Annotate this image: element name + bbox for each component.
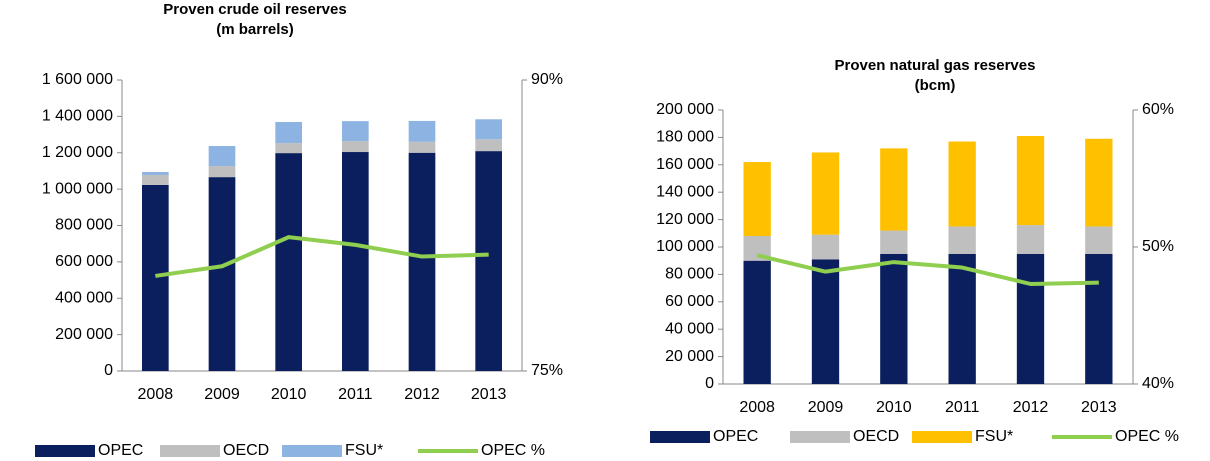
x-tick-label: 2013 — [1081, 399, 1117, 416]
bar — [811, 234, 840, 260]
bar — [475, 151, 502, 371]
chart-subtitle: (m barrels) — [216, 21, 294, 38]
bar — [1016, 225, 1045, 254]
bar — [408, 141, 436, 153]
x-tick-label: 2012 — [1013, 399, 1049, 416]
y-tick-label: 80 000 — [665, 266, 714, 283]
bar — [880, 253, 908, 384]
x-tick-label: 2008 — [138, 386, 174, 403]
legend-swatch — [790, 431, 850, 443]
y-tick-label: 1 600 000 — [42, 71, 113, 88]
bar — [275, 143, 302, 154]
bar — [208, 177, 236, 371]
chart-title: Proven crude oil reserves — [163, 1, 346, 18]
legend-label: OECD — [223, 442, 269, 459]
x-tick-label: 2011 — [945, 399, 980, 416]
chart-title: Proven natural gas reserves — [835, 57, 1036, 74]
bar — [1085, 253, 1113, 384]
legend-label: OPEC % — [481, 442, 545, 459]
bar — [743, 260, 771, 384]
legend-label: FSU* — [345, 442, 383, 459]
y-tick-label: 40 000 — [665, 320, 714, 337]
x-tick-label: 2012 — [404, 386, 440, 403]
y-tick-label: 400 000 — [55, 289, 113, 306]
bar — [408, 120, 436, 142]
x-tick-label: 2009 — [204, 386, 240, 403]
bar — [948, 253, 976, 384]
bar — [208, 146, 236, 167]
bar — [342, 152, 369, 371]
bar — [342, 121, 369, 142]
bar — [142, 172, 169, 175]
bar — [475, 139, 502, 152]
x-tick-label: 2010 — [876, 399, 912, 416]
y-tick-label: 1 200 000 — [42, 144, 113, 161]
bar — [142, 184, 169, 371]
legend-swatch — [912, 431, 972, 443]
legend-label: FSU* — [975, 428, 1013, 445]
y2-tick-label: 90% — [531, 71, 563, 88]
bar — [811, 152, 840, 235]
legend-label: OPEC — [98, 442, 143, 459]
legend-swatch — [650, 431, 710, 443]
y-tick-label: 200 000 — [656, 101, 714, 118]
bar — [408, 152, 436, 371]
x-tick-label: 2011 — [338, 386, 373, 403]
y-tick-label: 800 000 — [55, 217, 113, 234]
bar — [1016, 253, 1045, 384]
y-tick-label: 1 000 000 — [42, 180, 113, 197]
y2-tick-label: 60% — [1142, 101, 1174, 118]
y2-tick-label: 50% — [1142, 238, 1174, 255]
line — [155, 235, 489, 278]
bar — [880, 230, 908, 254]
bar — [948, 226, 976, 254]
legend-label: OECD — [853, 428, 899, 445]
line — [756, 253, 1099, 286]
legend-swatch — [282, 445, 342, 457]
y-tick-label: 100 000 — [656, 238, 714, 255]
x-tick-label: 2013 — [471, 386, 507, 403]
y-tick-label: 120 000 — [656, 211, 714, 228]
y-tick-label: 20 000 — [665, 348, 714, 365]
bar — [208, 166, 236, 178]
bar — [1085, 226, 1113, 254]
legend-swatch — [35, 445, 95, 457]
y-tick-label: 160 000 — [656, 156, 714, 173]
bar — [275, 122, 302, 144]
bar — [342, 141, 369, 153]
bar — [1085, 138, 1113, 227]
x-tick-label: 2008 — [739, 399, 775, 416]
bar — [743, 162, 771, 237]
y-tick-label: 60 000 — [665, 293, 714, 310]
y-tick-label: 200 000 — [55, 326, 113, 343]
y-tick-label: 180 000 — [656, 129, 714, 146]
chart-subtitle: (bcm) — [915, 77, 956, 94]
x-tick-label: 2010 — [271, 386, 307, 403]
y-tick-label: 0 — [104, 362, 113, 379]
legend-swatch — [160, 445, 220, 457]
bar — [948, 141, 976, 227]
y-tick-label: 140 000 — [656, 183, 714, 200]
legend-label: OPEC — [713, 428, 758, 445]
bar — [880, 148, 908, 231]
bar — [811, 259, 840, 384]
y-tick-label: 600 000 — [55, 253, 113, 270]
bar — [475, 119, 502, 140]
bar — [1016, 136, 1045, 226]
bar — [275, 153, 302, 371]
bar — [142, 174, 169, 185]
y2-tick-label: 75% — [531, 362, 563, 379]
y2-tick-label: 40% — [1142, 375, 1174, 392]
x-tick-label: 2009 — [808, 399, 844, 416]
y-tick-label: 1 400 000 — [42, 108, 113, 125]
y-tick-label: 0 — [705, 375, 714, 392]
legend-label: OPEC % — [1115, 428, 1179, 445]
